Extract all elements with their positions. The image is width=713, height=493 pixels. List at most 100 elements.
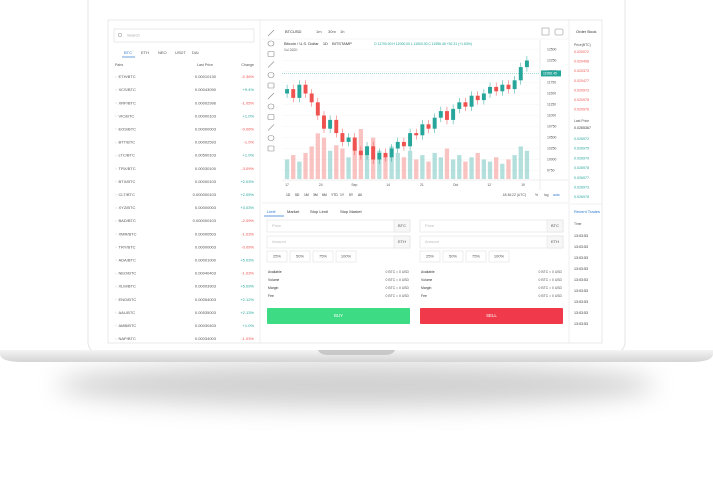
range-button[interactable]: 3M — [313, 193, 318, 197]
pair-name[interactable]: XMR/BTC — [119, 231, 137, 236]
input[interactable] — [419, 219, 564, 233]
volume-bar — [438, 157, 443, 179]
pair-price: 0.00010130 — [195, 74, 217, 79]
trade-time: 13:03:53 — [574, 311, 588, 315]
input-unit: ETH — [551, 239, 559, 244]
range-button[interactable]: 1D — [286, 193, 291, 197]
pair-name[interactable]: EOS/BTC — [119, 126, 137, 131]
pair-name[interactable]: ETH/BTC — [119, 74, 136, 79]
scale-option[interactable]: log — [544, 193, 549, 197]
trade-time: 13:03:53 — [574, 256, 588, 260]
star: ☆ — [115, 245, 118, 249]
range-button[interactable]: YTD — [331, 193, 338, 197]
tool-icon[interactable] — [267, 103, 275, 110]
percent-button[interactable] — [442, 250, 464, 263]
pair-name[interactable]: BAD/BTC — [119, 218, 136, 223]
pair-change: -1.0% — [244, 140, 255, 145]
percent-label: 75% — [472, 254, 480, 259]
volume-bar — [414, 159, 419, 179]
candle-body — [309, 93, 314, 103]
range-button[interactable]: 6M — [322, 193, 327, 197]
fullscreen-icon[interactable] — [541, 27, 550, 36]
pair-name[interactable]: LTC/BTC — [119, 153, 135, 158]
order-tab[interactable]: Stop Market — [340, 209, 362, 214]
tool-icon[interactable] — [267, 72, 275, 78]
buy-button[interactable] — [267, 308, 410, 324]
percent-button[interactable] — [465, 250, 487, 263]
tool-icon[interactable] — [267, 40, 275, 47]
pair-name[interactable]: BTX/BTC — [119, 179, 136, 184]
pair-tab[interactable]: ETH — [141, 50, 149, 55]
pair-change: +3.03% — [240, 205, 254, 210]
pair-name[interactable]: NAP/BTC — [119, 336, 136, 341]
star: ☆ — [115, 88, 118, 92]
percent-button[interactable] — [335, 250, 357, 263]
tool-icon[interactable] — [267, 29, 275, 37]
candle-body — [395, 141, 400, 149]
order-tab[interactable]: Stop Limit — [310, 209, 329, 214]
range-button[interactable]: 1M — [304, 193, 309, 197]
unit-box — [393, 235, 411, 249]
symbol[interactable]: BTCUSD — [285, 29, 302, 34]
pair-name[interactable]: AAL/BTC — [119, 310, 136, 315]
pair-name[interactable]: CLT/BTC — [119, 192, 135, 197]
range-button[interactable]: 1Y — [340, 193, 345, 197]
percent-button[interactable] — [419, 250, 441, 263]
tool-icon[interactable] — [267, 124, 275, 131]
interval-button[interactable]: 1h — [340, 29, 344, 34]
volume-bar — [309, 146, 314, 179]
pair-name[interactable]: BTT/BTC — [119, 140, 136, 145]
range-button[interactable]: 5D — [295, 193, 300, 197]
pair-name[interactable]: VIC/BTC — [119, 113, 135, 118]
pair-tab[interactable]: DAI — [192, 50, 199, 55]
pair-name[interactable]: TRX/BTC — [119, 166, 136, 171]
pair-tab[interactable]: USDT — [175, 50, 186, 55]
star: ☆ — [115, 324, 118, 328]
tool-icon[interactable] — [267, 145, 275, 152]
sell-button[interactable] — [420, 308, 563, 324]
order-tab[interactable]: Limit — [267, 209, 276, 214]
scale-option[interactable]: auto — [553, 193, 560, 197]
tool-icon[interactable] — [267, 92, 275, 100]
star: ☆ — [115, 232, 118, 236]
input[interactable] — [266, 235, 411, 249]
y-tick-label: 11250 — [547, 102, 556, 106]
interval-button[interactable]: 1m — [316, 29, 322, 34]
pair-name[interactable]: ADA/BTC — [119, 257, 136, 262]
percent-button[interactable] — [312, 250, 334, 263]
range-button[interactable]: 5Y — [349, 193, 354, 197]
tool-icon[interactable] — [267, 135, 275, 141]
camera-icon[interactable] — [554, 28, 564, 36]
tool-icon[interactable] — [267, 114, 275, 120]
pair-tab[interactable]: BTC — [124, 50, 132, 55]
pair-tab[interactable]: NEO — [158, 50, 167, 55]
pair-change: +2.13% — [240, 310, 254, 315]
percent-button[interactable] — [266, 250, 288, 263]
trade-time: 13:03:53 — [574, 278, 588, 282]
percent-button[interactable] — [289, 250, 311, 263]
input[interactable] — [266, 219, 411, 233]
search-box[interactable] — [113, 28, 255, 43]
pair-change: +5.09% — [240, 284, 254, 289]
tool-icon[interactable] — [267, 51, 275, 57]
pair-name[interactable]: XYZ/BTC — [119, 205, 136, 210]
pair-name[interactable]: ENG/BTC — [119, 297, 137, 302]
scale-option[interactable]: % — [535, 193, 538, 197]
bid-price: 0.026973 — [574, 185, 589, 189]
pair-name[interactable]: AMB/BTC — [119, 323, 137, 328]
pair-name[interactable]: XLM/BTC — [119, 284, 136, 289]
percent-button[interactable] — [488, 250, 510, 263]
star: ☆ — [115, 219, 118, 223]
info-label: Volume — [421, 278, 432, 282]
pair-name[interactable]: NEO/BTC — [119, 271, 137, 276]
ask-price: 0.020408 — [574, 60, 589, 64]
pair-name[interactable]: XRP/BTC — [119, 100, 136, 105]
tool-icon[interactable] — [267, 61, 275, 68]
pair-name[interactable]: XCS/BTC — [119, 87, 136, 92]
order-tab[interactable]: Market — [287, 209, 300, 214]
range-button[interactable]: All — [358, 193, 362, 197]
pair-name[interactable]: TRY/BTC — [119, 244, 136, 249]
interval-button[interactable]: 30m — [328, 29, 336, 34]
tool-icon[interactable] — [267, 82, 275, 89]
input[interactable] — [419, 235, 564, 249]
